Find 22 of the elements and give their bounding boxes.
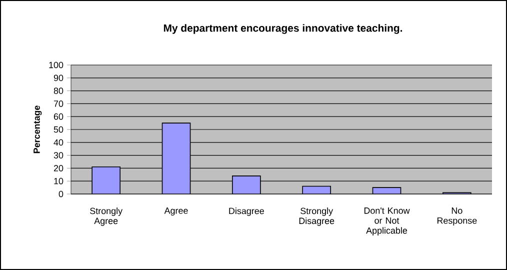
chart-title: My department encourages innovative teaching.	[164, 24, 402, 34]
y-tick-label: 80	[54, 88, 64, 94]
x-tick-label: No Response	[437, 208, 477, 226]
y-tick-label: 50	[54, 126, 64, 133]
bar	[232, 176, 261, 194]
y-tick-label: 70	[54, 100, 64, 107]
y-tick-label: 0	[58, 190, 64, 198]
y-tick-label: 30	[54, 152, 64, 158]
bar	[92, 166, 120, 194]
y-tick-label: 60	[54, 113, 64, 120]
x-tick-label: Disagree	[229, 208, 264, 216]
y-tick-label: 20	[54, 165, 64, 172]
x-tick-label: Strongly Disagree	[299, 208, 334, 226]
y-tick-label: 40	[54, 139, 64, 146]
y-tick-label: 90	[54, 74, 64, 82]
y-tick-label: 100	[49, 62, 64, 68]
x-tick-label: Don't Know or Not Applicable	[364, 208, 410, 236]
y-tick-label: 10	[54, 178, 64, 184]
bar	[162, 122, 191, 194]
x-tick-label: Strongly Agree	[90, 208, 123, 226]
x-tick-label: Agree	[164, 208, 188, 216]
y-axis-title: Percentage	[34, 106, 42, 154]
